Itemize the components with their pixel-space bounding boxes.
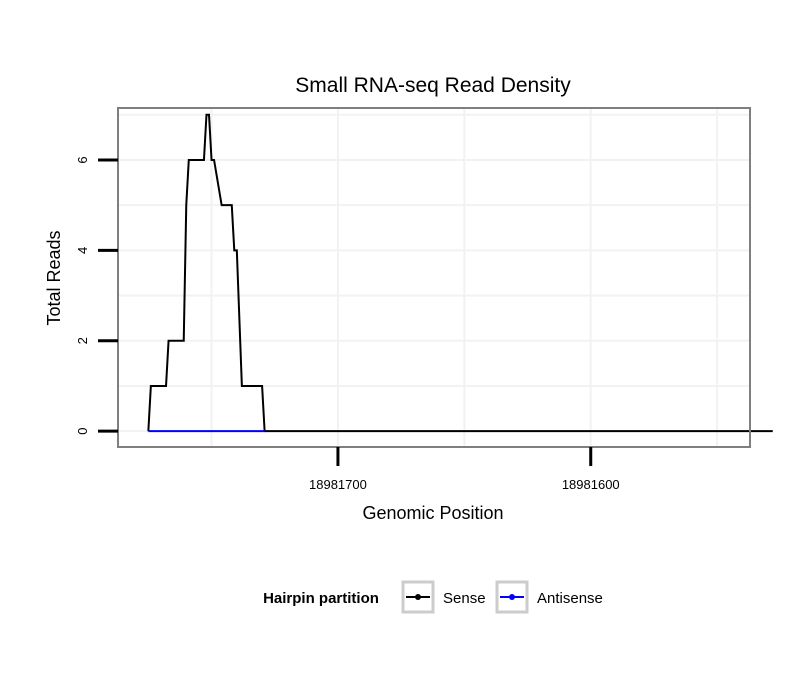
grid — [118, 108, 750, 447]
y-tick-label: 4 — [75, 247, 90, 254]
x-tick-label: 18981600 — [562, 477, 620, 492]
series-line-sense — [147, 113, 773, 433]
y-axis: 0 2 4 6 — [75, 156, 118, 435]
legend-point-sense — [415, 594, 421, 600]
y-tick-label: 0 — [75, 428, 90, 435]
y-tick-label: 6 — [75, 156, 90, 163]
x-axis-title: Genomic Position — [362, 503, 503, 523]
y-tick-label: 2 — [75, 337, 90, 344]
plot-area — [117, 107, 773, 448]
legend-label-sense: Sense — [443, 590, 486, 607]
x-tick-label: 18981700 — [309, 477, 367, 492]
x-axis: 18981700 18981600 — [309, 447, 620, 492]
series-layer — [147, 113, 773, 433]
y-axis-title: Total Reads — [44, 230, 64, 325]
plot-border — [117, 107, 751, 448]
chart-title: Small RNA-seq Read Density — [295, 74, 571, 97]
legend-title: Hairpin partition — [263, 590, 379, 607]
legend: Hairpin partition Sense Antisense — [263, 580, 603, 614]
legend-label-antisense: Antisense — [537, 590, 603, 607]
plot-background — [118, 108, 750, 447]
legend-point-antisense — [509, 594, 515, 600]
